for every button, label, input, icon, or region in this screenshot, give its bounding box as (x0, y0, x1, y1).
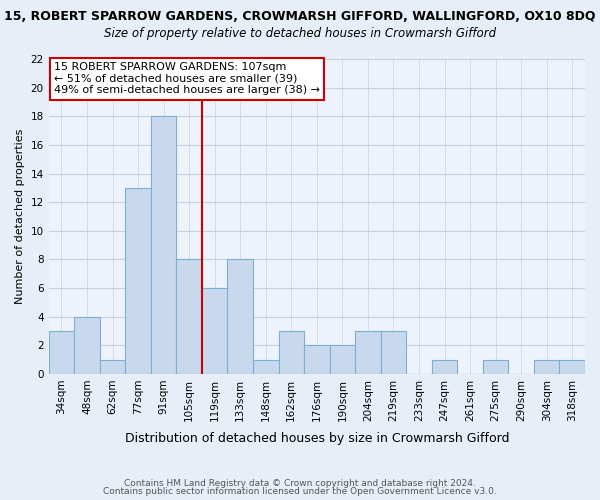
Bar (432, 360, 457, 374)
Bar (483, 360, 508, 374)
Bar (100, 360, 125, 374)
Bar (202, 288, 227, 374)
X-axis label: Distribution of detached houses by size in Crowmarsh Gifford: Distribution of detached houses by size … (125, 432, 509, 445)
Bar (151, 116, 176, 374)
Bar (304, 346, 329, 374)
Bar (74, 316, 100, 374)
Y-axis label: Number of detached properties: Number of detached properties (15, 129, 25, 304)
Text: 15, ROBERT SPARROW GARDENS, CROWMARSH GIFFORD, WALLINGFORD, OX10 8DQ: 15, ROBERT SPARROW GARDENS, CROWMARSH GI… (4, 10, 596, 23)
Bar (329, 346, 355, 374)
Text: Contains HM Land Registry data © Crown copyright and database right 2024.: Contains HM Land Registry data © Crown c… (124, 478, 476, 488)
Bar (253, 360, 278, 374)
Bar (534, 360, 559, 374)
Bar (49, 331, 74, 374)
Bar (278, 331, 304, 374)
Bar (355, 331, 380, 374)
Text: 15 ROBERT SPARROW GARDENS: 107sqm
← 51% of detached houses are smaller (39)
49% : 15 ROBERT SPARROW GARDENS: 107sqm ← 51% … (54, 62, 320, 96)
Bar (559, 360, 585, 374)
Bar (380, 331, 406, 374)
Bar (176, 260, 202, 374)
Text: Contains public sector information licensed under the Open Government Licence v3: Contains public sector information licen… (103, 487, 497, 496)
Bar (125, 188, 151, 374)
Bar (227, 260, 253, 374)
Text: Size of property relative to detached houses in Crowmarsh Gifford: Size of property relative to detached ho… (104, 28, 496, 40)
